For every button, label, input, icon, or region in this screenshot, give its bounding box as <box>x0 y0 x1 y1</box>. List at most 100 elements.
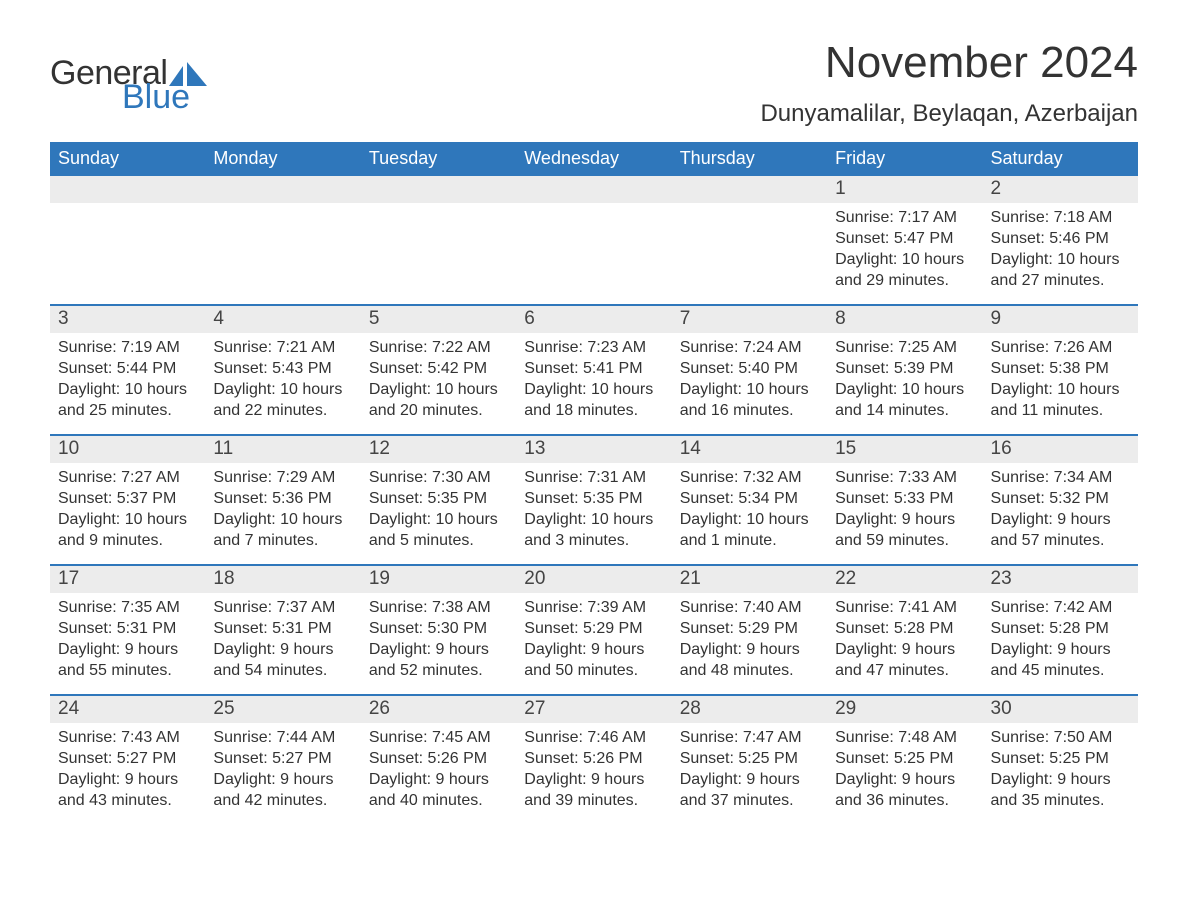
sunset-line: Sunset: 5:31 PM <box>58 618 197 639</box>
brand-word-blue: Blue <box>122 80 190 114</box>
sunrise-line: Sunrise: 7:33 AM <box>835 467 974 488</box>
calendar-header-row: Sunday Monday Tuesday Wednesday Thursday… <box>50 142 1138 176</box>
calendar-cell: 15Sunrise: 7:33 AMSunset: 5:33 PMDayligh… <box>827 436 982 564</box>
calendar-cell: 11Sunrise: 7:29 AMSunset: 5:36 PMDayligh… <box>205 436 360 564</box>
sunrise-line: Sunrise: 7:22 AM <box>369 337 508 358</box>
day-number: 21 <box>672 566 827 593</box>
sunrise-line: Sunrise: 7:17 AM <box>835 207 974 228</box>
day-number: 1 <box>827 176 982 203</box>
daylight-line-1: Daylight: 10 hours <box>680 509 819 530</box>
sunset-line: Sunset: 5:35 PM <box>524 488 663 509</box>
daylight-line-1: Daylight: 10 hours <box>991 379 1130 400</box>
day-details: Sunrise: 7:31 AMSunset: 5:35 PMDaylight:… <box>516 463 671 557</box>
daylight-line-2: and 54 minutes. <box>213 660 352 681</box>
calendar-cell: 26Sunrise: 7:45 AMSunset: 5:26 PMDayligh… <box>361 696 516 824</box>
sunset-line: Sunset: 5:44 PM <box>58 358 197 379</box>
daylight-line-2: and 27 minutes. <box>991 270 1130 291</box>
day-details: Sunrise: 7:33 AMSunset: 5:33 PMDaylight:… <box>827 463 982 557</box>
sunrise-line: Sunrise: 7:41 AM <box>835 597 974 618</box>
sunset-line: Sunset: 5:39 PM <box>835 358 974 379</box>
daylight-line-2: and 9 minutes. <box>58 530 197 551</box>
dayhead-thu: Thursday <box>672 142 827 176</box>
daylight-line-2: and 7 minutes. <box>213 530 352 551</box>
daylight-line-1: Daylight: 9 hours <box>835 509 974 530</box>
calendar-cell: 21Sunrise: 7:40 AMSunset: 5:29 PMDayligh… <box>672 566 827 694</box>
day-number: 28 <box>672 696 827 723</box>
calendar-week: 1Sunrise: 7:17 AMSunset: 5:47 PMDaylight… <box>50 176 1138 304</box>
daylight-line-2: and 43 minutes. <box>58 790 197 811</box>
day-number: 25 <box>205 696 360 723</box>
sunset-line: Sunset: 5:41 PM <box>524 358 663 379</box>
day-number: 3 <box>50 306 205 333</box>
sunrise-line: Sunrise: 7:23 AM <box>524 337 663 358</box>
sunrise-line: Sunrise: 7:34 AM <box>991 467 1130 488</box>
calendar-cell: 24Sunrise: 7:43 AMSunset: 5:27 PMDayligh… <box>50 696 205 824</box>
day-number: 22 <box>827 566 982 593</box>
sunrise-line: Sunrise: 7:37 AM <box>213 597 352 618</box>
sunset-line: Sunset: 5:46 PM <box>991 228 1130 249</box>
day-number: 26 <box>361 696 516 723</box>
daylight-line-1: Daylight: 9 hours <box>991 509 1130 530</box>
day-number <box>516 176 671 203</box>
calendar-cell: 23Sunrise: 7:42 AMSunset: 5:28 PMDayligh… <box>983 566 1138 694</box>
calendar-cell: 29Sunrise: 7:48 AMSunset: 5:25 PMDayligh… <box>827 696 982 824</box>
daylight-line-2: and 50 minutes. <box>524 660 663 681</box>
day-number: 17 <box>50 566 205 593</box>
sunrise-line: Sunrise: 7:43 AM <box>58 727 197 748</box>
calendar-cell: 14Sunrise: 7:32 AMSunset: 5:34 PMDayligh… <box>672 436 827 564</box>
calendar-cell: 1Sunrise: 7:17 AMSunset: 5:47 PMDaylight… <box>827 176 982 304</box>
sunrise-line: Sunrise: 7:31 AM <box>524 467 663 488</box>
sunrise-line: Sunrise: 7:39 AM <box>524 597 663 618</box>
sunrise-line: Sunrise: 7:38 AM <box>369 597 508 618</box>
sunset-line: Sunset: 5:31 PM <box>213 618 352 639</box>
day-details: Sunrise: 7:29 AMSunset: 5:36 PMDaylight:… <box>205 463 360 557</box>
calendar-cell: 5Sunrise: 7:22 AMSunset: 5:42 PMDaylight… <box>361 306 516 434</box>
sunset-line: Sunset: 5:29 PM <box>524 618 663 639</box>
calendar-week: 24Sunrise: 7:43 AMSunset: 5:27 PMDayligh… <box>50 694 1138 824</box>
calendar-cell: 13Sunrise: 7:31 AMSunset: 5:35 PMDayligh… <box>516 436 671 564</box>
day-details: Sunrise: 7:30 AMSunset: 5:35 PMDaylight:… <box>361 463 516 557</box>
sunset-line: Sunset: 5:38 PM <box>991 358 1130 379</box>
sunrise-line: Sunrise: 7:40 AM <box>680 597 819 618</box>
sunset-line: Sunset: 5:26 PM <box>524 748 663 769</box>
day-details: Sunrise: 7:21 AMSunset: 5:43 PMDaylight:… <box>205 333 360 427</box>
daylight-line-2: and 48 minutes. <box>680 660 819 681</box>
day-number: 13 <box>516 436 671 463</box>
daylight-line-1: Daylight: 10 hours <box>835 249 974 270</box>
dayhead-fri: Friday <box>827 142 982 176</box>
day-details: Sunrise: 7:38 AMSunset: 5:30 PMDaylight:… <box>361 593 516 687</box>
sunset-line: Sunset: 5:32 PM <box>991 488 1130 509</box>
sunset-line: Sunset: 5:36 PM <box>213 488 352 509</box>
sunrise-line: Sunrise: 7:25 AM <box>835 337 974 358</box>
day-details: Sunrise: 7:27 AMSunset: 5:37 PMDaylight:… <box>50 463 205 557</box>
daylight-line-1: Daylight: 10 hours <box>524 509 663 530</box>
header-row: General Blue November 2024 Dunyamalilar,… <box>50 38 1138 134</box>
calendar-cell: 28Sunrise: 7:47 AMSunset: 5:25 PMDayligh… <box>672 696 827 824</box>
daylight-line-2: and 42 minutes. <box>213 790 352 811</box>
daylight-line-1: Daylight: 10 hours <box>369 379 508 400</box>
daylight-line-1: Daylight: 9 hours <box>835 639 974 660</box>
sunset-line: Sunset: 5:28 PM <box>991 618 1130 639</box>
daylight-line-2: and 59 minutes. <box>835 530 974 551</box>
calendar-week: 17Sunrise: 7:35 AMSunset: 5:31 PMDayligh… <box>50 564 1138 694</box>
daylight-line-1: Daylight: 9 hours <box>991 769 1130 790</box>
day-number <box>205 176 360 203</box>
sunset-line: Sunset: 5:28 PM <box>835 618 974 639</box>
day-details: Sunrise: 7:35 AMSunset: 5:31 PMDaylight:… <box>50 593 205 687</box>
daylight-line-1: Daylight: 10 hours <box>680 379 819 400</box>
sunrise-line: Sunrise: 7:46 AM <box>524 727 663 748</box>
daylight-line-2: and 16 minutes. <box>680 400 819 421</box>
day-number: 5 <box>361 306 516 333</box>
calendar-cell: 10Sunrise: 7:27 AMSunset: 5:37 PMDayligh… <box>50 436 205 564</box>
calendar-cell <box>516 176 671 304</box>
calendar-cell: 18Sunrise: 7:37 AMSunset: 5:31 PMDayligh… <box>205 566 360 694</box>
day-number: 4 <box>205 306 360 333</box>
sunset-line: Sunset: 5:40 PM <box>680 358 819 379</box>
sunset-line: Sunset: 5:35 PM <box>369 488 508 509</box>
day-details: Sunrise: 7:22 AMSunset: 5:42 PMDaylight:… <box>361 333 516 427</box>
calendar-cell: 12Sunrise: 7:30 AMSunset: 5:35 PMDayligh… <box>361 436 516 564</box>
header-right: November 2024 Dunyamalilar, Beylaqan, Az… <box>760 38 1138 134</box>
calendar-table: Sunday Monday Tuesday Wednesday Thursday… <box>50 142 1138 824</box>
daylight-line-2: and 20 minutes. <box>369 400 508 421</box>
daylight-line-1: Daylight: 9 hours <box>680 769 819 790</box>
